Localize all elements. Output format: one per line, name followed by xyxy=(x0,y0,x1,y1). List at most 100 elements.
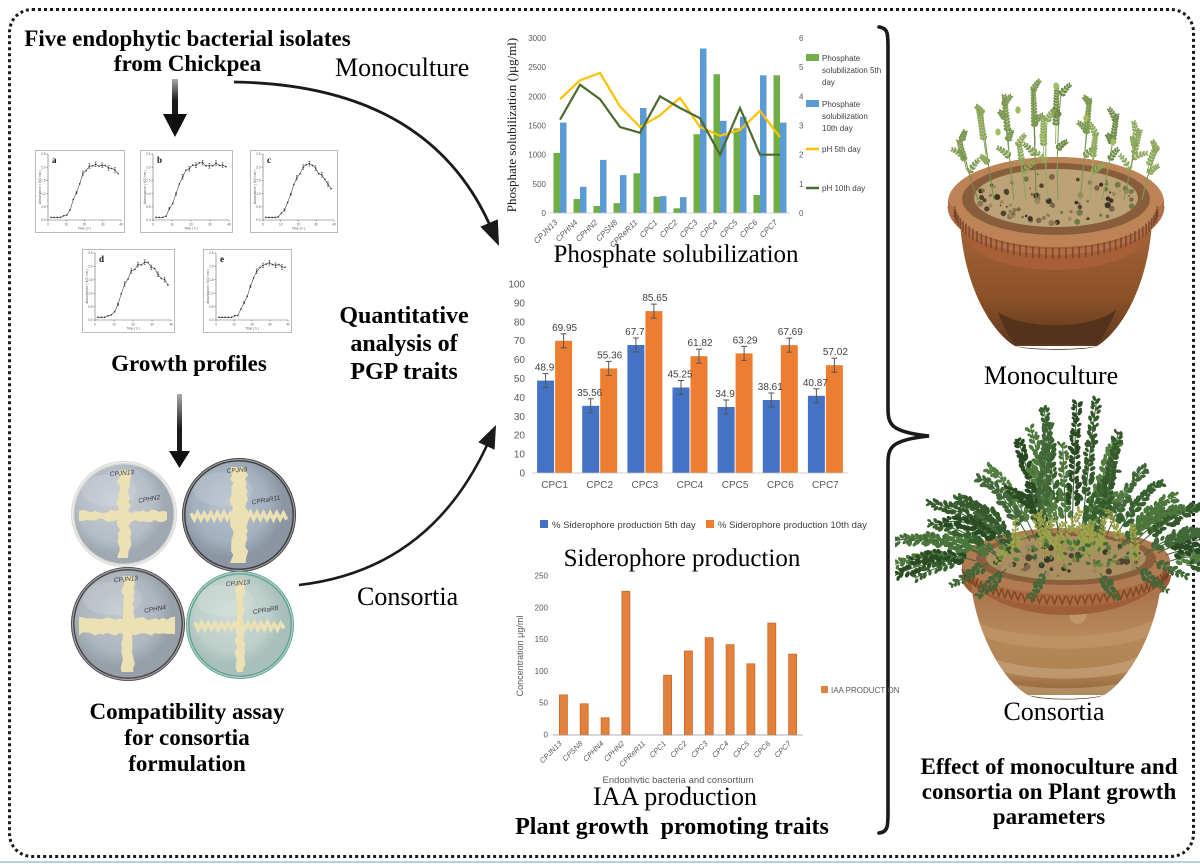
svg-text:2.0: 2.0 xyxy=(256,165,261,169)
svg-text:d: d xyxy=(99,254,104,264)
svg-text:CPJN13: CPJN13 xyxy=(538,738,565,765)
svg-text:2.5: 2.5 xyxy=(146,152,151,156)
svg-text:CPC7: CPC7 xyxy=(812,480,839,491)
svg-text:CPC1: CPC1 xyxy=(647,739,668,760)
svg-text:1.5: 1.5 xyxy=(88,278,93,282)
svg-text:Time ( h ): Time ( h ) xyxy=(78,227,92,231)
svg-text:Phosphate: Phosphate xyxy=(822,100,861,109)
svg-text:0.5: 0.5 xyxy=(256,205,261,209)
svg-text:40: 40 xyxy=(119,223,123,227)
svg-text:20: 20 xyxy=(297,223,301,227)
svg-text:30: 30 xyxy=(101,223,105,227)
svg-text:10: 10 xyxy=(514,450,526,461)
svg-text:2.0: 2.0 xyxy=(146,165,151,169)
svg-text:Absorbance ( 600 nm ): Absorbance ( 600 nm ) xyxy=(253,170,257,205)
svg-text:0.5: 0.5 xyxy=(209,305,214,309)
svg-text:20: 20 xyxy=(83,223,87,227)
svg-text:CPC4: CPC4 xyxy=(710,739,731,760)
svg-text:90: 90 xyxy=(514,298,526,309)
svg-text:20: 20 xyxy=(189,223,193,227)
svg-text:1.5: 1.5 xyxy=(41,179,46,183)
svg-text:40: 40 xyxy=(227,223,231,227)
svg-text:30: 30 xyxy=(150,323,154,327)
svg-text:40.87: 40.87 xyxy=(803,378,828,389)
svg-text:CPC2: CPC2 xyxy=(658,218,680,240)
svg-text:0: 0 xyxy=(262,223,264,227)
svg-text:CPC7: CPC7 xyxy=(772,738,793,759)
svg-text:70: 70 xyxy=(514,336,526,347)
svg-text:pH 5th day: pH 5th day xyxy=(822,145,861,154)
svg-text:Absorbance ( 600 nm ): Absorbance ( 600 nm ) xyxy=(206,269,210,304)
svg-text:CPHN4: CPHN4 xyxy=(581,739,605,763)
svg-text:1000: 1000 xyxy=(528,151,546,160)
svg-text:63.29: 63.29 xyxy=(733,335,758,346)
svg-text:CPC6: CPC6 xyxy=(767,480,794,491)
svg-text:2000: 2000 xyxy=(528,92,546,101)
svg-text:30: 30 xyxy=(208,223,212,227)
svg-text:50: 50 xyxy=(514,374,526,385)
svg-text:CPC5: CPC5 xyxy=(722,480,749,491)
svg-text:CPHN2: CPHN2 xyxy=(138,494,161,505)
svg-text:1.0: 1.0 xyxy=(209,291,214,295)
svg-text:20: 20 xyxy=(250,323,254,327)
svg-text:1.0: 1.0 xyxy=(88,291,93,295)
svg-text:500: 500 xyxy=(533,180,547,189)
svg-text:Time ( h ): Time ( h ) xyxy=(245,327,259,331)
svg-text:Endophytic bacteria and consor: Endophytic bacteria and consortium xyxy=(602,775,753,783)
svg-text:CPC1: CPC1 xyxy=(541,480,568,491)
svg-text:Phosphate: Phosphate xyxy=(822,54,861,63)
svg-text:Phosphate solubilization ()μg/: Phosphate solubilization ()μg/ml) xyxy=(505,38,519,213)
svg-text:0: 0 xyxy=(799,209,804,218)
svg-text:10: 10 xyxy=(64,223,68,227)
svg-text:20: 20 xyxy=(514,431,526,442)
svg-text:CPC4: CPC4 xyxy=(677,480,704,491)
svg-text:67.7: 67.7 xyxy=(625,327,645,338)
svg-text:Time ( h ): Time ( h ) xyxy=(184,227,198,231)
svg-text:2.5: 2.5 xyxy=(256,152,261,156)
svg-text:1.5: 1.5 xyxy=(256,179,261,183)
svg-text:0: 0 xyxy=(47,223,49,227)
svg-text:35.56: 35.56 xyxy=(577,388,602,399)
svg-text:CPC5: CPC5 xyxy=(718,218,740,240)
svg-text:10th day: 10th day xyxy=(822,124,853,133)
svg-text:CPC5: CPC5 xyxy=(731,738,752,759)
svg-text:CPJN8: CPJN8 xyxy=(226,466,248,475)
svg-text:40: 40 xyxy=(332,223,336,227)
svg-text:0.0: 0.0 xyxy=(256,218,261,222)
svg-text:1.5: 1.5 xyxy=(209,278,214,282)
svg-text:Concentration μg/ml: Concentration μg/ml xyxy=(515,616,525,697)
svg-text:CPJN13: CPJN13 xyxy=(110,469,135,478)
svg-text:solubilization 5th: solubilization 5th xyxy=(822,66,881,75)
svg-text:4: 4 xyxy=(799,92,804,101)
svg-text:1.0: 1.0 xyxy=(41,192,46,196)
svg-text:CPJN13: CPJN13 xyxy=(114,575,139,584)
svg-text:a: a xyxy=(52,155,57,165)
svg-text:2.0: 2.0 xyxy=(41,165,46,169)
svg-text:100: 100 xyxy=(508,280,525,291)
svg-text:61.82: 61.82 xyxy=(687,338,712,349)
svg-text:0: 0 xyxy=(542,209,547,218)
svg-text:1.0: 1.0 xyxy=(146,192,151,196)
svg-text:0.0: 0.0 xyxy=(146,218,151,222)
svg-text:Absorbance ( 600 nm ): Absorbance ( 600 nm ) xyxy=(38,170,42,205)
svg-text:2.0: 2.0 xyxy=(209,265,214,269)
svg-text:3000: 3000 xyxy=(528,34,546,43)
svg-text:0: 0 xyxy=(519,469,525,480)
svg-text:CPC3: CPC3 xyxy=(632,480,659,491)
svg-text:CPRaR8: CPRaR8 xyxy=(252,605,279,616)
svg-text:55.36: 55.36 xyxy=(597,350,622,361)
svg-text:10: 10 xyxy=(232,323,236,327)
svg-text:2.0: 2.0 xyxy=(88,265,93,269)
svg-text:CPC3: CPC3 xyxy=(689,738,710,759)
svg-text:57.02: 57.02 xyxy=(823,347,848,358)
svg-text:45.25: 45.25 xyxy=(667,370,692,381)
svg-text:CPHN4: CPHN4 xyxy=(144,604,167,615)
svg-text:e: e xyxy=(220,254,224,264)
svg-text:48.9: 48.9 xyxy=(535,363,555,374)
svg-text:10: 10 xyxy=(170,223,174,227)
svg-text:Time ( h ): Time ( h ) xyxy=(292,227,306,231)
svg-text:solubilization: solubilization xyxy=(822,112,868,121)
svg-text:40: 40 xyxy=(514,393,526,404)
svg-text:30: 30 xyxy=(314,223,318,227)
svg-text:1: 1 xyxy=(799,180,804,189)
